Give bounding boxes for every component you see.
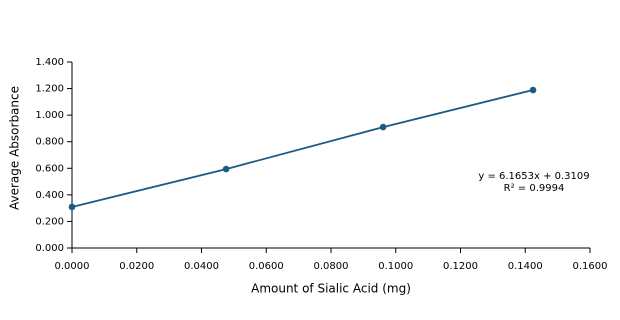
x-tick-label: 0.0200 <box>119 261 154 272</box>
data-point <box>529 86 537 94</box>
y-tick-label: 0.200 <box>35 216 64 227</box>
data-point <box>222 165 230 173</box>
x-axis-title: Amount of Sialic Acid (mg) <box>251 282 411 296</box>
x-tick-label: 0.0400 <box>184 261 219 272</box>
x-tick-label: 0.0600 <box>249 261 284 272</box>
r-squared: R² = 0.9994 <box>504 183 565 194</box>
y-tick-label: 0.600 <box>35 163 64 174</box>
x-tick-label: 0.0800 <box>314 261 349 272</box>
y-tick-label: 0.000 <box>35 243 64 254</box>
trendline-equation: y = 6.1653x + 0.3109 <box>478 171 589 182</box>
x-tick-label: 0.1600 <box>573 261 608 272</box>
y-tick-label: 1.000 <box>35 110 64 121</box>
y-axis-title: Average Absorbance <box>8 86 22 210</box>
x-tick-label: 0.1400 <box>508 261 543 272</box>
x-tick-label: 0.0000 <box>55 261 90 272</box>
y-tick-label: 0.400 <box>35 190 64 201</box>
data-point <box>68 203 76 211</box>
data-point <box>379 123 387 131</box>
x-tick-label: 0.1000 <box>378 261 413 272</box>
data-line <box>71 89 534 208</box>
x-tick-label: 0.1200 <box>443 261 478 272</box>
y-tick-label: 1.200 <box>35 84 64 95</box>
y-tick-label: 1.400 <box>35 57 64 68</box>
y-tick-label: 0.800 <box>35 137 64 148</box>
